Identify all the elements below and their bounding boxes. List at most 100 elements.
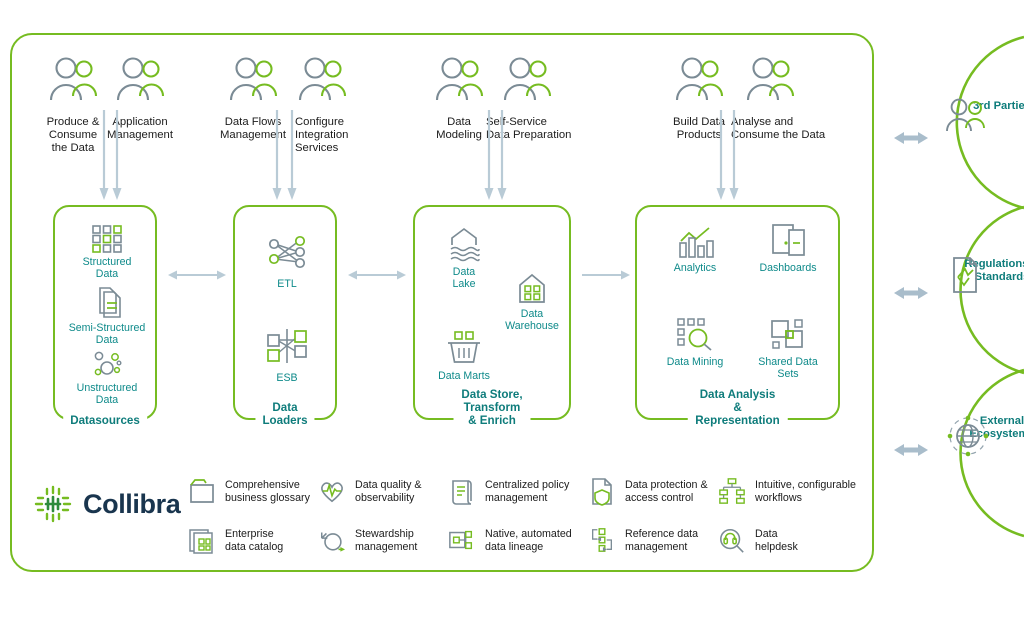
feature-label: Data protection & access control: [625, 479, 708, 504]
flow-arrow-down: [287, 110, 297, 200]
node-label: Data Warehouse: [505, 308, 559, 332]
stage-data-loaders[interactable]: ETL ESB Data Loaders: [233, 205, 337, 427]
feature-label: Native, automated data lineage: [485, 528, 572, 553]
people-icon: [229, 57, 278, 101]
node-etl[interactable]: ETL: [237, 233, 337, 290]
node-data-marts[interactable]: Data Marts: [419, 329, 509, 382]
feature-data-protection-access-control[interactable]: Data protection & access control: [588, 476, 728, 506]
feature-label: Comprehensive business glossary: [225, 479, 310, 504]
node-label: Dashboards: [759, 262, 817, 274]
headset-magnifier-icon: [720, 528, 744, 553]
people-icon: [675, 57, 724, 101]
external-label: Regulations & Standards: [964, 258, 1024, 283]
flow-arrow-down: [272, 110, 282, 200]
node-data-warehouse[interactable]: Data Warehouse: [489, 269, 575, 332]
persona-label: Analyse and Consume the Data: [731, 116, 826, 141]
persona-produce-consume[interactable]: Produce & Consume the Data: [46, 56, 100, 154]
heartbeat-icon: [321, 482, 343, 503]
grid-squares-icon: [92, 225, 122, 253]
bar-chart-icon: [679, 227, 714, 258]
persona-self-service-data-preparation[interactable]: Self-Service Data Preparation: [486, 56, 571, 141]
feature-data-quality-observability[interactable]: Data quality & observability: [318, 476, 458, 506]
persona-application-management[interactable]: Application Management: [107, 56, 173, 141]
connector-loaders-to-store: [348, 268, 406, 282]
node-esb[interactable]: ESB: [237, 325, 337, 384]
feature-comprehensive-business-glossary[interactable]: Comprehensive business glossary: [188, 476, 328, 506]
feature-stewardship-management[interactable]: Stewardship management: [318, 525, 458, 555]
stage-data-analysis-representation[interactable]: Analytics Dashboards Data Mining: [635, 205, 840, 427]
node-label: Unstructured Data: [76, 382, 138, 406]
stage-title: Data Analysis & Representation: [687, 388, 788, 427]
people-icon: [946, 98, 985, 132]
node-label: Semi-Structured Data: [68, 322, 146, 346]
connector-to-third-parties: [894, 130, 928, 151]
workflow-tree-icon: [719, 478, 745, 504]
feature-centralized-policy-management[interactable]: Centralized policy management: [448, 476, 598, 506]
flow-arrow-down: [99, 110, 109, 200]
feature-label: Data quality & observability: [355, 479, 422, 504]
node-semi-structured-data[interactable]: Semi-Structured Data: [57, 285, 157, 346]
people-icon: [435, 57, 484, 101]
node-data-mining[interactable]: Data Mining: [647, 315, 743, 368]
node-network-icon: [268, 235, 306, 269]
node-label: Data Marts: [438, 370, 490, 382]
persona-label: Data Flows Management: [220, 116, 286, 141]
node-analytics[interactable]: Analytics: [649, 225, 741, 274]
feature-data-helpdesk[interactable]: Data helpdesk: [718, 525, 858, 555]
node-data-lake[interactable]: Data Lake: [421, 225, 507, 290]
feature-enterprise-data-catalog[interactable]: Enterprise data catalog: [188, 525, 328, 555]
persona-configure-integration-services[interactable]: Configure Integration Services: [295, 56, 349, 154]
persona-data-flows-management[interactable]: Data Flows Management: [220, 56, 286, 141]
external-label: External Ecosystems: [969, 415, 1024, 440]
people-icon: [116, 57, 165, 101]
node-label: Data Mining: [666, 356, 724, 368]
connector-store-to-analysis: [582, 268, 630, 282]
collibra-logo: Collibra: [33, 484, 181, 524]
documents-icon: [99, 287, 121, 318]
node-unstructured-data[interactable]: Unstructured Data: [57, 349, 157, 406]
persona-analyse-consume-the-data[interactable]: Analyse and Consume the Data: [731, 56, 825, 141]
persona-label: Produce & Consume the Data: [46, 116, 100, 154]
stage-title: Data Store, Transform & Enrich: [453, 388, 531, 427]
node-label: ETL: [277, 278, 297, 290]
node-label: Data Lake: [452, 266, 476, 290]
node-label: Structured Data: [82, 256, 132, 280]
external-regulations-standards[interactable]: Regulations & Standards: [928, 205, 1024, 375]
node-label: Analytics: [673, 262, 717, 274]
feature-intuitive-configurable-workflows[interactable]: Intuitive, configurable workflows: [718, 476, 868, 506]
connector-to-external-ecosystems: [894, 442, 928, 463]
persona-data-modeling[interactable]: Data Modeling: [432, 56, 486, 141]
feature-reference-data-management[interactable]: Reference data management: [588, 525, 728, 555]
stage-data-store-transform-enrich[interactable]: Data Lake Data Warehouse Data: [413, 205, 571, 427]
feature-label: Enterprise data catalog: [225, 528, 284, 553]
lake-icon: [450, 227, 480, 262]
external-ecosystems[interactable]: External Ecosystems: [928, 368, 1024, 538]
persona-label: Build Data Products: [672, 116, 726, 141]
flow-arrow-down: [497, 110, 507, 200]
flow-arrow-down: [716, 110, 726, 200]
reference-squares-icon: [592, 528, 612, 552]
people-icon: [49, 57, 98, 101]
node-shared-data-sets[interactable]: Shared Data Sets: [742, 315, 834, 380]
folder-icon: [190, 479, 214, 503]
policy-document-icon: [953, 257, 977, 293]
stage-title: Data Loaders: [255, 401, 315, 427]
people-icon: [503, 57, 552, 101]
connector-datasources-to-loaders: [168, 268, 226, 282]
node-structured-data[interactable]: Structured Data: [57, 223, 157, 280]
flow-arrow-down: [112, 110, 122, 200]
persona-label: Configure Integration Services: [295, 116, 349, 154]
persona-build-data-products[interactable]: Build Data Products: [672, 56, 726, 141]
external-third-parties[interactable]: 3rd Parties: [928, 35, 1024, 210]
shield-document-icon: [592, 478, 612, 506]
feature-native-automated-data-lineage[interactable]: Native, automated data lineage: [448, 525, 598, 555]
feature-label: Stewardship management: [355, 528, 418, 553]
node-dashboards[interactable]: Dashboards: [742, 221, 834, 274]
cycle-arrow-icon: [320, 532, 346, 552]
stage-datasources[interactable]: Structured Data Semi-Structured Data Uns…: [53, 205, 157, 427]
lineage-icon: [449, 530, 473, 550]
dashboard-screens-icon: [772, 224, 805, 256]
catalog-stack-icon: [189, 529, 213, 554]
warehouse-icon: [519, 273, 545, 303]
